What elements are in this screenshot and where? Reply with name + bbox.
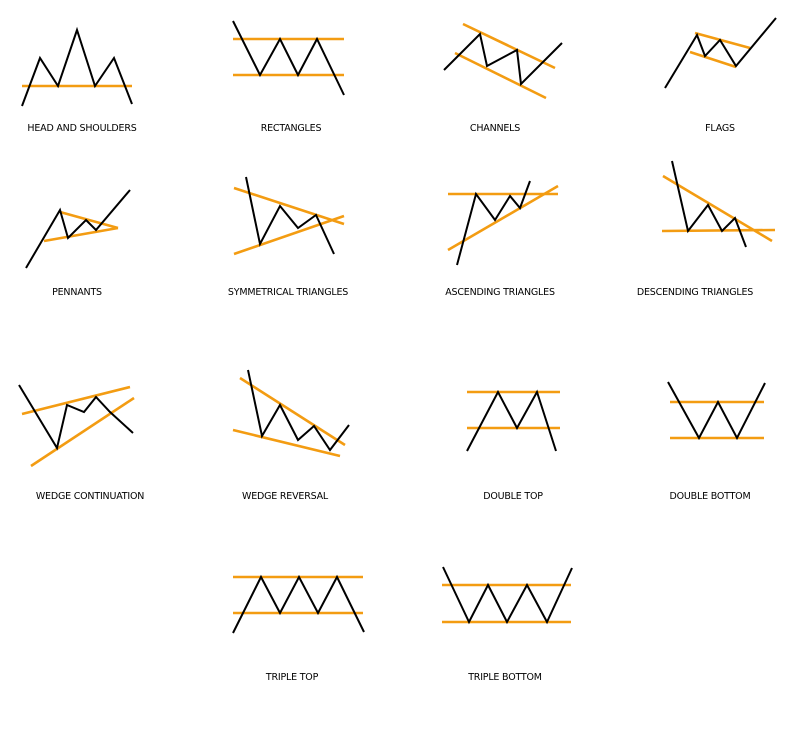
pattern-descending-triangles bbox=[661, 160, 776, 248]
caption-rectangles: RECTANGLES bbox=[260, 123, 322, 134]
caption-head-and-shoulders: HEAD AND SHOULDERS bbox=[27, 123, 137, 134]
caption-ascending-triangles: ASCENDING TRIANGLES bbox=[445, 287, 555, 298]
price-line bbox=[232, 20, 345, 96]
lower-channel-line bbox=[454, 51, 547, 100]
caption-symmetrical-triangles: SYMMETRICAL TRIANGLES bbox=[227, 287, 349, 298]
pattern-pennants bbox=[25, 189, 131, 269]
pattern-channels bbox=[443, 22, 563, 100]
price-line bbox=[664, 17, 777, 89]
price-line bbox=[18, 384, 134, 451]
upper-pennant-line bbox=[59, 210, 119, 230]
pattern-symmetrical-triangles bbox=[233, 176, 345, 256]
price-line bbox=[456, 180, 531, 266]
price-line bbox=[245, 176, 335, 255]
rising-support-line bbox=[447, 184, 559, 252]
caption-wedge-continuation: WEDGE CONTINUATION bbox=[35, 491, 145, 502]
caption-triple-bottom: TRIPLE BOTTOM bbox=[468, 672, 542, 683]
support-line bbox=[661, 228, 776, 233]
upper-channel-line bbox=[462, 22, 556, 70]
caption-descending-triangles: DESCENDING TRIANGLES bbox=[636, 287, 754, 298]
lower-wedge-line bbox=[30, 396, 135, 468]
price-line bbox=[21, 26, 133, 107]
pattern-head-and-shoulders bbox=[21, 26, 133, 107]
lower-wedge-line bbox=[232, 428, 341, 458]
price-line bbox=[671, 160, 747, 248]
caption-triple-top: TRIPLE TOP bbox=[265, 672, 319, 683]
caption-channels: CHANNELS bbox=[469, 123, 521, 134]
price-line bbox=[466, 389, 557, 452]
pattern-rectangles bbox=[232, 20, 345, 96]
upper-triangle-line bbox=[233, 186, 345, 226]
price-line bbox=[247, 369, 350, 452]
pattern-flags bbox=[664, 17, 777, 89]
pattern-wedge-reversal bbox=[232, 369, 350, 458]
pattern-triple-bottom bbox=[442, 566, 573, 625]
caption-double-bottom: DOUBLE BOTTOM bbox=[669, 491, 751, 502]
price-line bbox=[443, 31, 563, 87]
upper-wedge-line bbox=[21, 385, 131, 416]
price-line bbox=[25, 189, 131, 269]
lower-triangle-line bbox=[233, 214, 345, 256]
caption-double-top: DOUBLE TOP bbox=[483, 491, 543, 502]
price-line bbox=[667, 381, 766, 441]
price-line bbox=[442, 566, 573, 625]
caption-wedge-reversal: WEDGE REVERSAL bbox=[242, 491, 328, 502]
upper-flag-line bbox=[694, 31, 751, 50]
lower-flag-line bbox=[689, 50, 737, 69]
pattern-ascending-triangles bbox=[447, 180, 559, 266]
price-line bbox=[232, 574, 365, 634]
pattern-wedge-continuation bbox=[18, 384, 135, 468]
pattern-triple-top bbox=[232, 574, 365, 634]
upper-wedge-line bbox=[239, 376, 346, 447]
pattern-double-bottom bbox=[667, 381, 766, 441]
lower-pennant-line bbox=[43, 226, 119, 243]
caption-pennants: PENNANTS bbox=[52, 287, 102, 298]
caption-flags: FLAGS bbox=[705, 123, 735, 134]
pattern-double-top bbox=[466, 389, 560, 452]
